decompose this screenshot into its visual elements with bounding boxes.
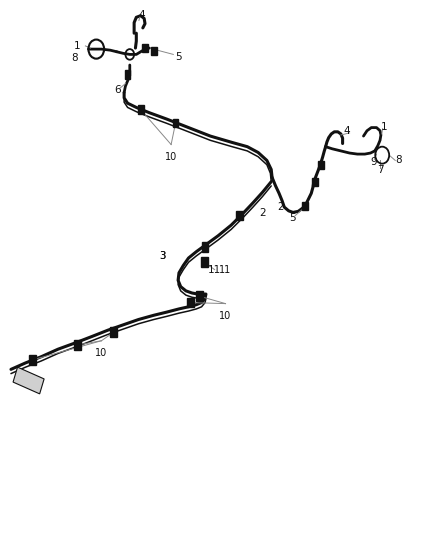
Text: 4: 4 [344, 126, 350, 136]
Text: 8: 8 [71, 53, 78, 63]
Text: 3: 3 [159, 251, 166, 261]
Text: 1: 1 [381, 122, 388, 132]
Text: 5: 5 [290, 213, 296, 223]
Bar [110, 327, 117, 337]
Bar [237, 211, 243, 221]
Text: 4: 4 [138, 10, 145, 20]
Bar [142, 44, 148, 52]
Bar [318, 160, 324, 169]
Bar [74, 340, 81, 350]
Text: 7: 7 [377, 165, 383, 175]
Text: 3: 3 [159, 251, 166, 261]
Bar [151, 47, 157, 55]
Bar [302, 202, 307, 210]
Bar [138, 106, 144, 114]
Bar [29, 355, 36, 365]
Text: 11: 11 [219, 265, 231, 274]
Text: 1: 1 [74, 41, 81, 51]
Text: 11: 11 [208, 265, 221, 274]
Text: 5: 5 [176, 52, 182, 61]
Bar [187, 298, 194, 308]
Text: 10: 10 [95, 348, 108, 358]
Bar [125, 70, 131, 79]
Bar [173, 119, 178, 127]
Bar [196, 292, 203, 301]
Text: 9: 9 [371, 157, 377, 166]
Text: 6: 6 [115, 85, 121, 95]
Bar [201, 257, 208, 267]
Text: 2: 2 [277, 202, 283, 212]
Bar [312, 177, 318, 185]
Text: 10: 10 [165, 152, 177, 162]
Text: 10: 10 [219, 311, 232, 321]
Text: 2: 2 [259, 208, 266, 219]
Text: 8: 8 [395, 156, 402, 165]
Bar [201, 242, 208, 252]
Polygon shape [13, 367, 44, 394]
